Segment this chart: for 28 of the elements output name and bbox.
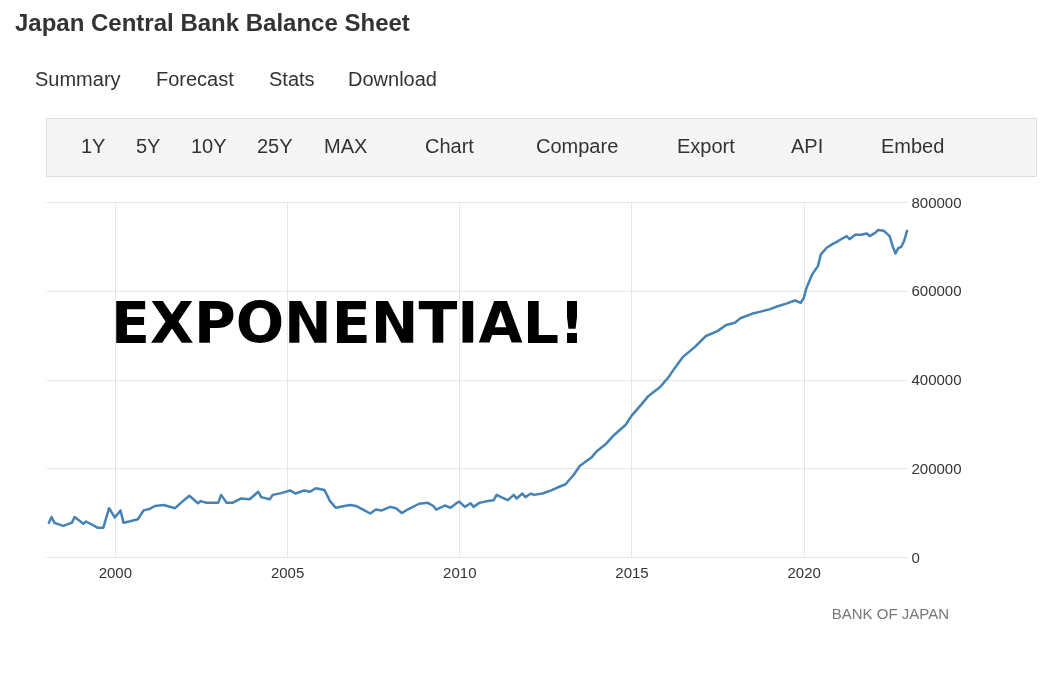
text: Embed	[881, 135, 945, 157]
line-series	[47, 228, 909, 529]
text: Summary	[35, 68, 121, 90]
y-tick-label: 0	[911, 548, 920, 566]
y-tick-label: 600000	[911, 282, 962, 300]
y-tick-label: 400000	[911, 371, 962, 388]
x-tick-label: 2000	[98, 563, 133, 581]
annotation: EXPONENTIAL!	[111, 290, 585, 356]
x-tick-label: 2015	[615, 563, 649, 581]
text: Download	[348, 68, 437, 90]
text: Japan Central Bank Balance Sheet	[15, 9, 410, 36]
text: Compare	[536, 135, 619, 157]
text: API	[791, 135, 824, 157]
x-tick-label: 2010	[443, 563, 477, 581]
text: 5Y	[136, 135, 161, 157]
text: 10Y	[191, 135, 227, 157]
text: Chart	[425, 135, 475, 157]
text: 1Y	[81, 135, 106, 157]
text: Forecast	[156, 68, 235, 90]
text: Stats	[269, 68, 315, 90]
text: BANK OF JAPAN	[831, 605, 949, 622]
text: Export	[677, 135, 736, 157]
text: MAX	[324, 135, 368, 157]
x-tick-label: 2020	[787, 563, 821, 581]
y-tick-label: 200000	[911, 459, 962, 477]
y-tick-label: 800000	[911, 193, 962, 211]
x-tick-label: 2005	[270, 563, 305, 581]
text: 25Y	[257, 135, 293, 157]
